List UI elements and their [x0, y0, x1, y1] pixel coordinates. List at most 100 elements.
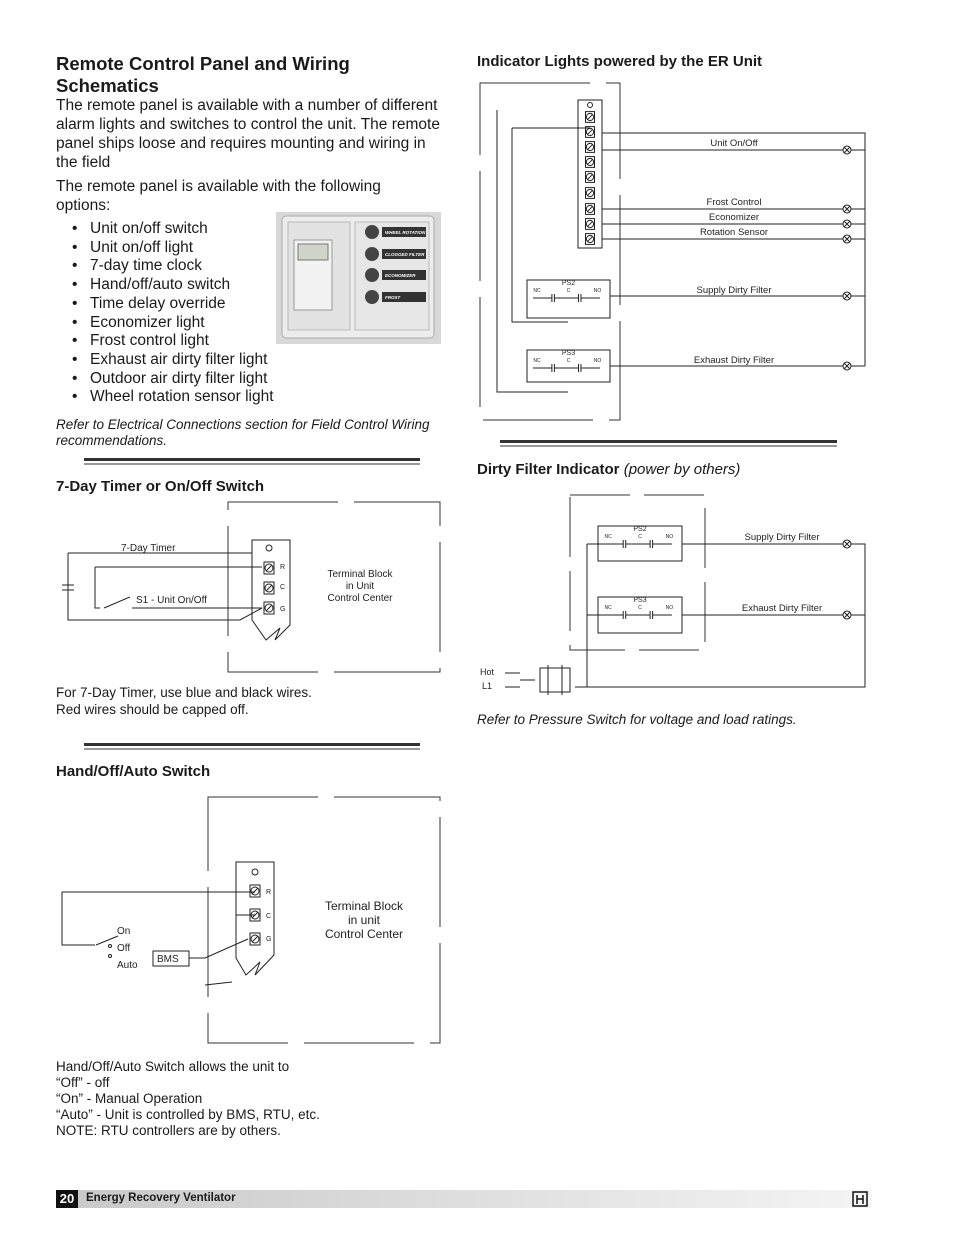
contact-label: NC — [533, 358, 541, 364]
terminal-screw — [251, 935, 259, 943]
caption-line: “Off” - off — [56, 1075, 110, 1090]
contact-label: NO — [594, 358, 602, 364]
terminal-screw — [585, 219, 595, 229]
diagram-label: Control Center — [327, 593, 393, 604]
option: Time delay override — [72, 295, 274, 314]
light-label: Rotation Sensor — [700, 227, 768, 238]
rule — [500, 440, 837, 447]
indicator-lamp — [843, 362, 851, 370]
heading-note: (power by others) — [623, 461, 741, 478]
terminal-screw — [586, 205, 594, 213]
contact-wiring — [604, 611, 672, 619]
heading: Indicator Lights powered by the ER Unit — [477, 53, 763, 70]
diagram-label: Terminal Block — [327, 569, 393, 580]
contact-wiring — [604, 540, 672, 548]
button-label: FROST — [385, 295, 402, 300]
terminal-screw — [264, 603, 274, 613]
rule — [84, 458, 420, 465]
button-label: ECONOMIZER — [385, 273, 416, 278]
contact-wiring — [533, 294, 601, 302]
light-label: Unit On/Off — [710, 138, 758, 149]
terminal-screw — [265, 564, 273, 572]
contact-label: C — [567, 358, 571, 364]
terminal-screw — [585, 204, 595, 214]
light-label: Economizer — [709, 212, 759, 223]
terminal-screw — [263, 601, 275, 615]
option: Outdoor air dirty filter light — [72, 370, 274, 389]
terminal-screw — [585, 233, 595, 245]
terminal-label: G — [280, 606, 285, 613]
terminal-screw — [586, 173, 594, 181]
terminal-screw — [265, 584, 273, 592]
terminal-screw — [585, 188, 595, 198]
switch-name: PS3 — [562, 350, 575, 357]
caption: Hand/Off/Auto Switch allows the unit to “… — [56, 1059, 320, 1139]
terminal-screw — [585, 157, 595, 167]
option: Unit on/off switch — [72, 220, 274, 239]
timer-diagram: 7-Day Timer S1 - Unit On/Off R C G Termi… — [62, 501, 441, 673]
terminal-screw — [585, 111, 595, 123]
paragraph: The remote panel is available with the f… — [56, 178, 381, 214]
indicator-lamp — [843, 540, 851, 548]
contact-label: NO — [666, 605, 674, 611]
bms-label: BMS — [157, 954, 179, 965]
terminal-screw — [263, 581, 275, 595]
indicator-lamp — [843, 611, 851, 619]
terminal-screw — [265, 604, 273, 612]
footer-bar — [56, 1190, 871, 1208]
indicator-lamp — [843, 205, 851, 213]
contact-label: C — [638, 605, 642, 611]
terminal-screw — [585, 234, 595, 244]
terminal-label: R — [280, 564, 285, 571]
switch-name: PS2 — [633, 526, 646, 533]
terminal-screw — [249, 884, 261, 898]
terminal-screw — [586, 128, 594, 136]
option: Economizer light — [72, 314, 274, 333]
terminal-screw — [585, 127, 595, 137]
panel-photo: WHEEL ROTATION CLOGGED FILTER ECONOMIZER… — [276, 212, 441, 344]
caption-line: Red wires should be capped off. — [56, 702, 249, 717]
terminal-screw — [586, 220, 594, 228]
terminal-label: G — [266, 936, 271, 943]
terminal-screw — [250, 934, 260, 944]
terminal-screw — [586, 189, 594, 197]
dirty-filter-diagram: Supply Dirty Filter Exhaust Dirty Filter… — [480, 494, 866, 695]
terminal-screw — [585, 156, 595, 168]
light-label: Supply Dirty Filter — [697, 285, 772, 296]
source-label: L1 — [482, 681, 492, 691]
note: Refer to Pressure Switch for voltage and… — [477, 712, 797, 727]
contact-label: NO — [666, 534, 674, 540]
terminal-screw — [585, 112, 595, 122]
caption-line: For 7-Day Timer, use blue and black wire… — [56, 685, 312, 700]
terminal-screw — [249, 908, 261, 922]
option: Wheel rotation sensor light — [72, 388, 274, 407]
logo — [852, 1191, 868, 1207]
terminal-screw — [586, 235, 594, 243]
terminal-screw — [585, 142, 595, 152]
terminal-label: R — [266, 889, 271, 896]
terminal-screw — [251, 887, 259, 895]
terminal-screw — [250, 910, 260, 920]
diagram-label: in Unit — [346, 581, 375, 592]
switch-name: PS3 — [633, 597, 646, 604]
terminal-screw — [250, 886, 260, 896]
contact-label: NC — [604, 534, 612, 540]
terminal-screw — [585, 187, 595, 199]
paragraph: The remote panel is available with a num… — [56, 97, 440, 171]
terminal-screw — [585, 203, 595, 215]
terminal-screw — [249, 932, 261, 946]
switch-name: PS2 — [562, 280, 575, 287]
light-label: Frost Control — [707, 197, 762, 208]
switch-position: On — [117, 926, 130, 937]
contact-label: NC — [533, 288, 541, 294]
indicator-lamp — [843, 220, 851, 228]
caption-line: NOTE: RTU controllers are by others. — [56, 1123, 281, 1138]
caption: For 7-Day Timer, use blue and black wire… — [56, 684, 312, 718]
button-label: CLOGGED FILTER — [385, 252, 425, 257]
terminal-screw — [585, 171, 595, 183]
option: Hand/off/auto switch — [72, 276, 274, 295]
diagram-label: in unit — [348, 913, 381, 927]
option: Exhaust air dirty filter light — [72, 351, 274, 370]
